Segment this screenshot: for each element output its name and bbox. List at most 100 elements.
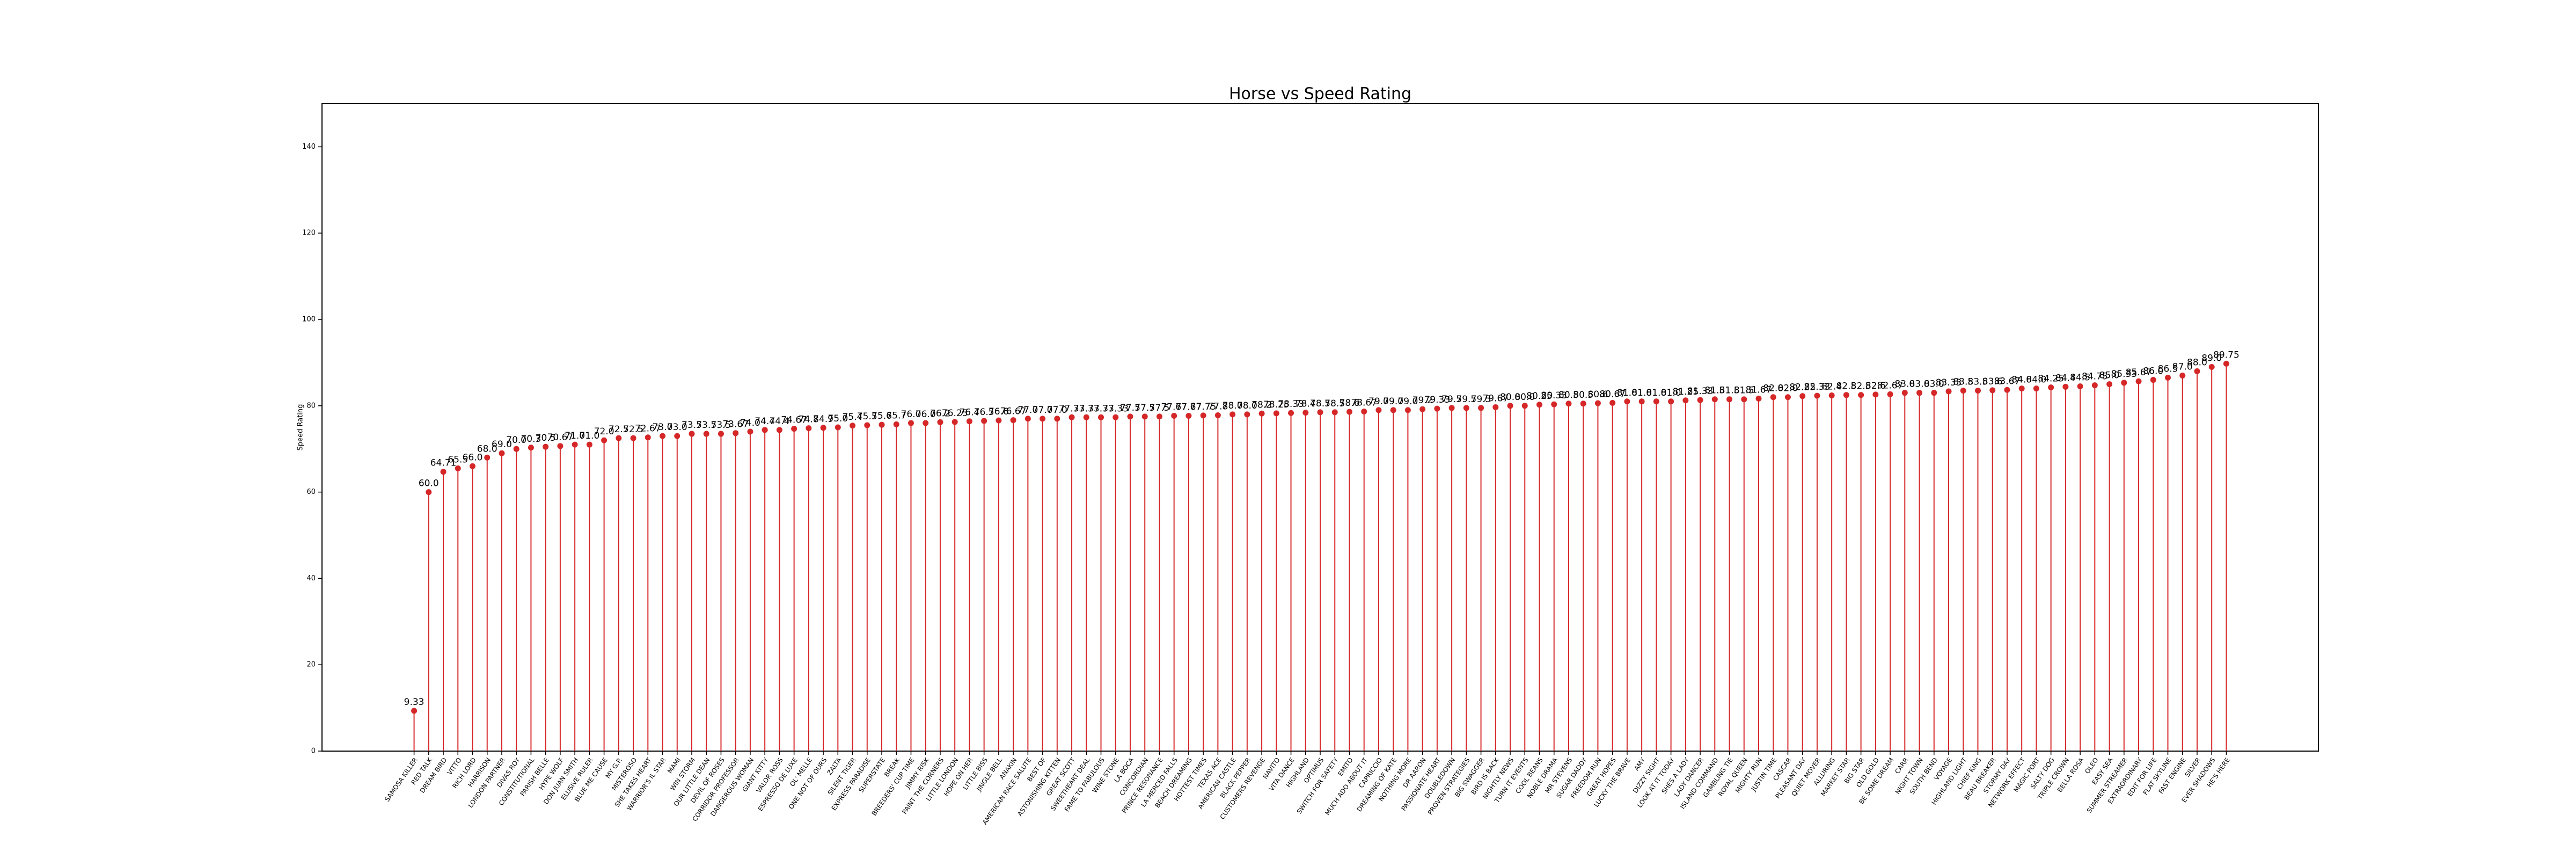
value-label: 76.5 [974,407,994,418]
marker [806,425,812,432]
value-label: 82.0 [1763,383,1783,394]
value-label: 84.5 [2070,373,2090,383]
value-label: 89.75 [2213,350,2240,360]
marker [2150,377,2156,383]
marker [1024,416,1031,422]
marker [1755,395,1762,402]
value-label: 80.25 [1526,391,1553,402]
value-label: 81.0 [1661,388,1681,398]
value-label: 81.0 [1617,388,1637,398]
value-label: 88.0 [2187,357,2207,368]
marker [1551,401,1557,407]
marker [1404,407,1411,413]
value-label: 73.5 [682,420,702,431]
marker [1156,413,1162,420]
marker [703,431,709,437]
marker [689,431,695,437]
value-label: 75.0 [828,413,848,424]
value-label: 73.67 [722,419,749,430]
marker [733,430,739,436]
marker [1244,411,1250,418]
marker [864,422,870,428]
marker [1434,405,1440,412]
value-label: 84.75 [2082,372,2108,382]
marker [879,421,885,428]
value-label: 85.33 [2111,369,2137,380]
value-label: 85.67 [2126,367,2152,378]
marker [850,423,856,429]
marker [762,427,768,433]
value-label: 70.67 [547,432,574,443]
marker [1273,410,1279,417]
marker [1200,412,1206,419]
value-label: 85.0 [2099,370,2120,381]
value-label: 80.33 [1541,390,1567,401]
value-label: 71.0 [565,431,585,441]
value-label: 77.67 [1161,402,1187,413]
value-label: 76.25 [942,408,968,419]
value-label: 65.5 [448,454,468,465]
value-label: 78.25 [1263,399,1290,410]
value-label: 73.5 [711,420,731,431]
marker [1463,405,1469,411]
marker [1288,410,1294,416]
marker [2194,368,2200,374]
marker [937,419,943,425]
y-tick-label: 80 [306,402,316,410]
value-label: 78.33 [1278,399,1304,410]
value-label: 78.0 [1223,401,1243,411]
value-label: 60.0 [419,478,439,489]
marker [923,420,929,426]
value-label: 73.0 [653,422,673,433]
chart-title: Horse vs Speed Rating [1229,85,1411,104]
value-label: 75.6 [872,411,892,421]
value-label: 81.0 [1646,388,1666,398]
value-label: 79.0 [1368,396,1389,407]
marker [411,708,418,714]
marker [1974,388,1981,394]
marker [1609,399,1616,406]
value-label: 68.0 [477,443,497,454]
marker [1799,393,1806,399]
marker [2208,363,2215,370]
y-tick-label: 120 [302,229,316,237]
marker [2062,383,2069,390]
value-label: 77.33 [1088,403,1114,414]
marker [1711,396,1718,403]
value-label: 74.0 [740,418,760,428]
value-label: 76.6 [989,406,1009,417]
marker [586,441,592,448]
marker [1141,413,1148,420]
value-label: 80.6 [1587,389,1608,400]
marker [1040,416,1046,422]
value-label: 73.0 [667,422,687,433]
marker [1989,387,1996,394]
value-label: 80.67 [1599,389,1626,399]
marker [952,419,958,425]
y-tick-label: 100 [302,316,316,324]
marker [1448,405,1455,411]
marker [1814,392,1820,399]
marker [1302,410,1309,416]
marker [1624,398,1630,405]
value-label: 77.0 [1018,405,1038,416]
value-label: 74.4 [755,416,775,427]
marker [1916,390,1923,396]
value-label: 79.67 [1482,393,1509,404]
value-label: 82.5 [1836,381,1856,392]
value-label: 74.4 [769,416,789,427]
marker [630,435,636,441]
value-label: 83.67 [1994,376,2021,387]
value-label: 76.2 [930,408,950,419]
value-label: 80.0 [1514,392,1535,403]
value-label: 70.3 [521,434,541,445]
marker [776,427,782,433]
marker [1726,396,1733,403]
value-label: 75.7 [886,410,906,421]
marker [455,465,461,471]
value-label: 87.0 [2172,362,2193,373]
marker [1858,392,1864,398]
marker [1682,397,1689,404]
value-label: 76.0 [901,409,921,420]
value-label: 80.5 [1573,390,1593,401]
